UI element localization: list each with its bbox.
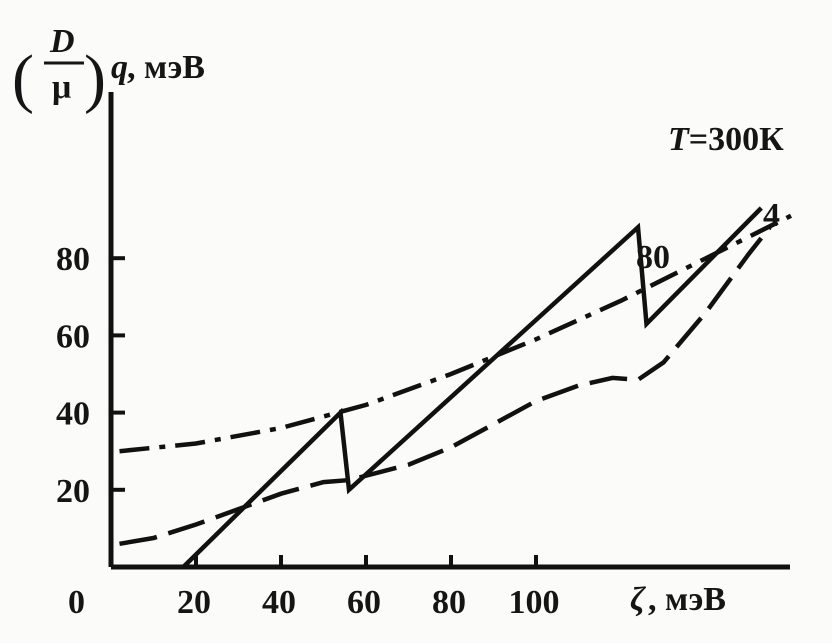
y-title-paren-close: ) <box>84 42 106 115</box>
y-tick-label: 20 <box>56 473 90 510</box>
y-title-unit: , мэВ <box>127 49 205 86</box>
origin-label: 0 <box>68 584 85 621</box>
y-tick-label: 40 <box>56 396 90 433</box>
y-tick-label: 80 <box>56 241 90 278</box>
y-title-paren-open: ( <box>12 42 34 115</box>
x-tick-label: 40 <box>262 584 296 621</box>
series-line-4 <box>181 206 763 569</box>
x-tick-label: 60 <box>347 584 381 621</box>
x-title-unit: , мэВ <box>648 581 726 618</box>
series-line-300 <box>119 213 793 454</box>
y-title-frac-denominator: μ <box>52 69 71 106</box>
series-label-80: 80 <box>636 239 670 276</box>
y-axis-title: ( D μ ) q , мэВ <box>12 23 205 115</box>
series-label-4: 4 <box>763 197 780 234</box>
series-label-300: T=300К <box>668 121 784 158</box>
y-title-variable: q <box>111 49 128 86</box>
x-tick-label: 20 <box>177 584 211 621</box>
y-tick-label: 60 <box>56 318 90 355</box>
x-title-variable: ζ <box>630 581 646 618</box>
series-line-80 <box>119 225 772 547</box>
x-tick-label: 100 <box>509 584 560 621</box>
x-axis-title: ζ , мэВ <box>630 581 726 618</box>
x-tick-label: 80 <box>432 584 466 621</box>
y-title-frac-numerator: D <box>49 23 75 60</box>
